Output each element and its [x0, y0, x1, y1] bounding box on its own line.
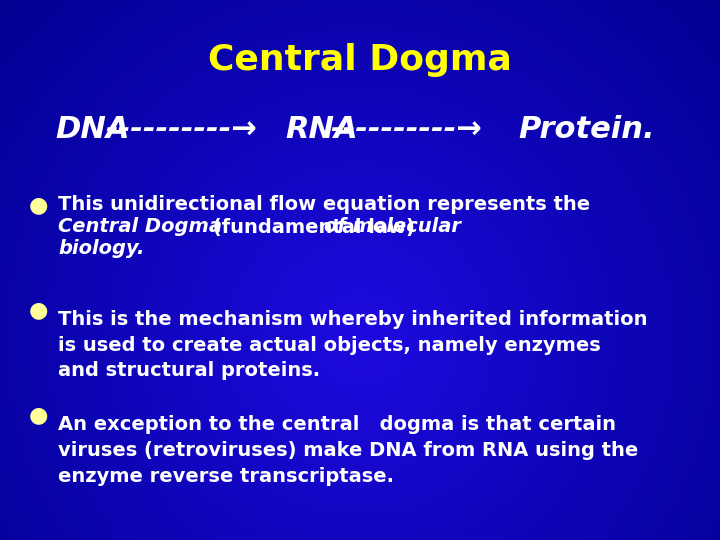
Text: Central Dogma: Central Dogma	[58, 218, 222, 237]
Text: ●: ●	[28, 195, 48, 215]
Text: DNA: DNA	[55, 116, 130, 145]
Text: (fundamental law): (fundamental law)	[206, 218, 422, 237]
Text: ----------→: ----------→	[105, 116, 257, 145]
Text: Central Dogma: Central Dogma	[208, 43, 512, 77]
Text: ●: ●	[28, 300, 48, 320]
Text: An exception to the central   dogma is that certain
viruses (retroviruses) make : An exception to the central dogma is tha…	[58, 415, 638, 485]
Text: This is the mechanism whereby inherited information
is used to create actual obj: This is the mechanism whereby inherited …	[58, 310, 647, 381]
Text: biology.: biology.	[58, 240, 145, 259]
Text: of molecular: of molecular	[324, 218, 461, 237]
Text: ----------→: ----------→	[330, 116, 482, 145]
Text: Protein.: Protein.	[518, 116, 654, 145]
Text: RNA: RNA	[285, 116, 358, 145]
Text: This unidirectional flow equation represents the: This unidirectional flow equation repres…	[58, 195, 590, 214]
Text: ●: ●	[28, 405, 48, 425]
